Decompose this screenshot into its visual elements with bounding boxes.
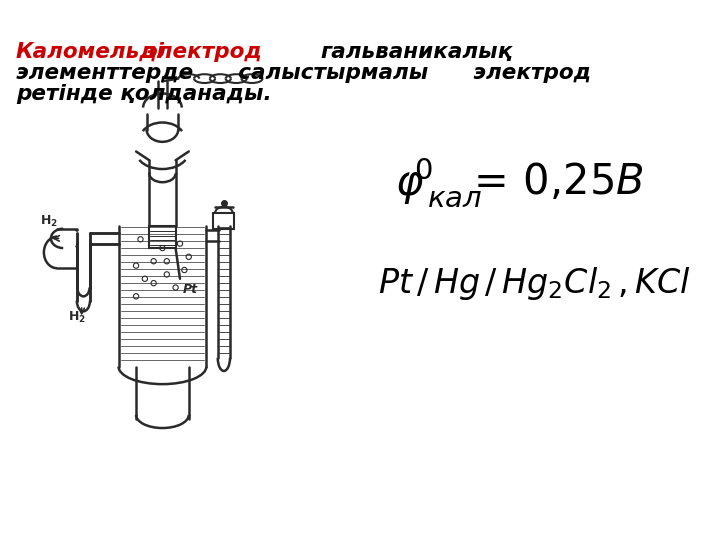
Text: $\mathbf{H_2}$: $\mathbf{H_2}$: [68, 309, 86, 325]
Text: Pt: Pt: [183, 283, 198, 296]
Text: $\mathit{Pt\,/\,Hg\,/\,Hg_2Cl_2\,,KCl}$: $\mathit{Pt\,/\,Hg\,/\,Hg_2Cl_2\,,KCl}$: [377, 265, 690, 302]
Text: гальваникалық: гальваникалық: [320, 42, 513, 62]
Bar: [213, 213, 235, 229]
Text: электрод: электрод: [145, 42, 263, 62]
Text: $=\,0{,}25B$: $=\,0{,}25B$: [465, 161, 644, 203]
Text: элементтерде      салыстырмалы      электрод: элементтерде салыстырмалы электрод: [16, 63, 591, 83]
Bar: [149, 226, 176, 248]
Text: $\mathbf{H_2}$: $\mathbf{H_2}$: [40, 214, 58, 229]
Text: ретінде қолданады.: ретінде қолданады.: [16, 84, 271, 104]
Text: Каломельді: Каломельді: [16, 42, 165, 62]
Text: $\varphi^{\!\!0}_{\mathit{\,кал}}$: $\varphi^{\!\!0}_{\mathit{\,кал}}$: [395, 156, 482, 209]
